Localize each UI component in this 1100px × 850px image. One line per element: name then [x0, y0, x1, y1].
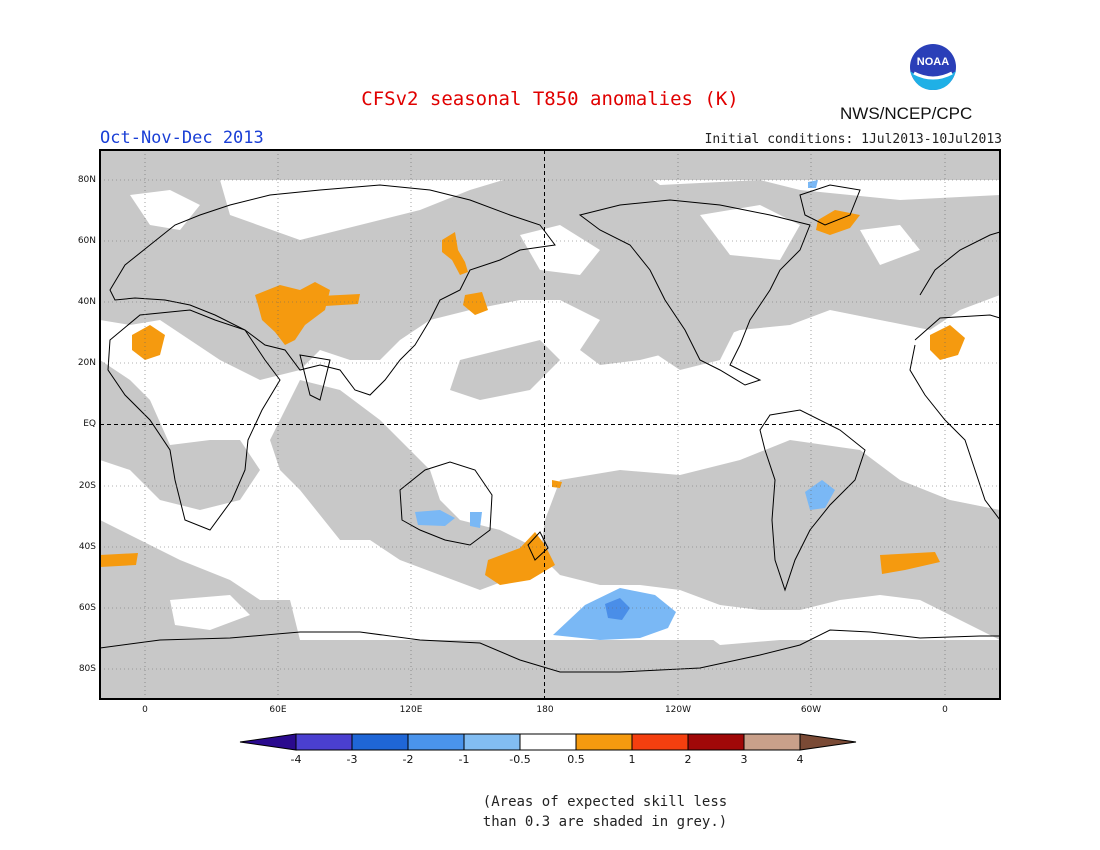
- legend-cell: [351, 733, 409, 751]
- season-label: Oct-Nov-Dec 2013: [100, 128, 264, 148]
- legend-tick-m2: -2: [402, 753, 414, 766]
- legend-tick-m05: -0.5: [509, 753, 531, 766]
- noaa-logo-text: NOAA: [917, 56, 949, 68]
- legend-tick-m4: -4: [290, 753, 302, 766]
- lat-label-80n: 80N: [77, 175, 96, 185]
- legend-tick-m1: -1: [458, 753, 470, 766]
- legend-tick-4: 4: [796, 753, 804, 766]
- lat-label-80s: 80S: [78, 664, 96, 674]
- legend-cell: [687, 733, 745, 751]
- legend-cell: [519, 733, 577, 751]
- legend-cell: [743, 733, 801, 751]
- legend-arrow-left: [239, 733, 297, 751]
- skill-note-line1: (Areas of expected skill less: [482, 794, 728, 810]
- coastlines: [100, 184, 1000, 673]
- lon-label-60e: 60E: [269, 705, 287, 715]
- lat-label-20n: 20N: [77, 358, 96, 368]
- legend-cell: [295, 733, 353, 751]
- lat-label-40n: 40N: [77, 297, 96, 307]
- legend-tick-05: 0.5: [567, 753, 585, 766]
- lon-label-120e: 120E: [399, 705, 423, 715]
- lat-label-60n: 60N: [77, 236, 96, 246]
- cool-anomaly-areas: [415, 180, 835, 640]
- page-title: CFSv2 seasonal T850 anomalies (K): [361, 88, 739, 110]
- skill-note-line2: than 0.3 are shaded in grey.): [482, 814, 728, 830]
- initial-conditions-label: Initial conditions: 1Jul2013-10Jul2013: [704, 132, 1002, 147]
- legend-cell: [575, 733, 633, 751]
- skill-white-patches: [130, 190, 920, 645]
- legend-cell: [463, 733, 521, 751]
- agency-label: NWS/NCEP/CPC: [840, 104, 973, 123]
- legend-tick-3: 3: [740, 753, 748, 766]
- legend-tick-2: 2: [684, 753, 692, 766]
- lon-label-60w: 60W: [800, 705, 822, 715]
- lat-label-eq: EQ: [83, 419, 96, 429]
- legend-cell: [407, 733, 465, 751]
- lon-label-0: 0: [142, 705, 148, 715]
- lon-label-180: 180: [536, 705, 554, 715]
- skill-note: (Areas of expected skill less than 0.3 a…: [440, 792, 770, 832]
- legend-cell: [631, 733, 689, 751]
- lon-label-120w: 120W: [664, 705, 692, 715]
- warm-anomaly-areas: [100, 210, 965, 585]
- legend-arrow-right: [799, 733, 857, 751]
- lat-label-60s: 60S: [78, 603, 96, 613]
- noaa-logo: NOAA: [910, 44, 956, 90]
- lat-label-20s: 20S: [78, 481, 96, 491]
- legend-tick-1: 1: [628, 753, 636, 766]
- lat-label-40s: 40S: [78, 542, 96, 552]
- map-frame: [99, 149, 1001, 700]
- legend-tick-m3: -3: [346, 753, 358, 766]
- lon-label-0-east: 0: [942, 705, 948, 715]
